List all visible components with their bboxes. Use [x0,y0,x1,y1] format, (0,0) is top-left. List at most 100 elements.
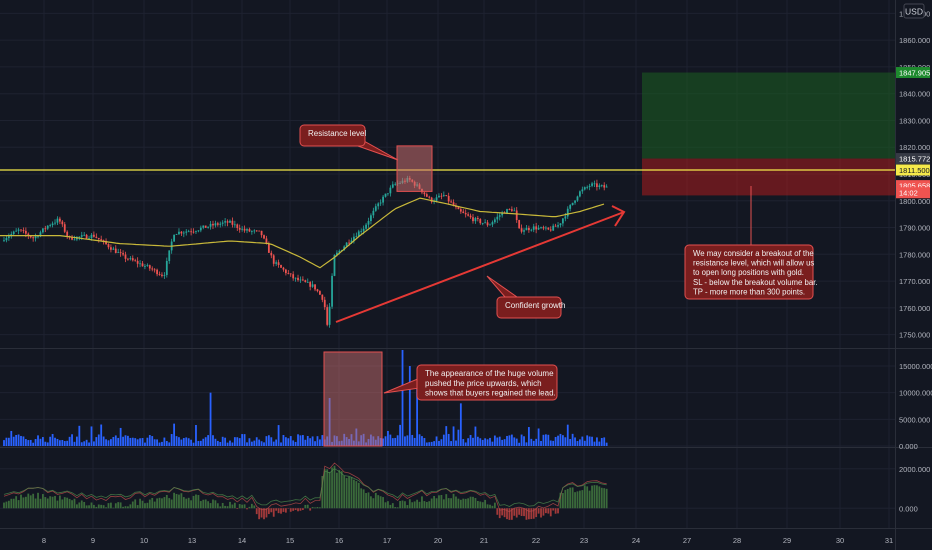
oscillator-bar [68,498,71,509]
oscillator-bar [566,488,569,509]
oscillator-bar [459,499,462,509]
breakout-callout-text-line: resistance level, which will allow us [693,259,814,268]
oscillator-bar [175,493,178,509]
candle-body [430,197,433,203]
candle-body [445,195,448,196]
volume-bar [267,435,270,446]
volume-bar [520,434,523,446]
price-label-bg [896,153,930,165]
volume-bar [83,441,86,446]
volume-bar [593,441,596,446]
volume-bar [88,442,90,446]
time-tick-label: 14 [238,536,246,545]
volume-tick-label: 0.000 [899,442,918,451]
oscillator-bar [182,497,185,509]
candle-body [350,240,353,243]
candle-body [71,236,73,240]
candle-body [506,209,508,214]
volume-bar [178,437,180,446]
time-tick-label: 13 [188,536,196,545]
candle-body [168,250,171,261]
oscillator-bar [44,497,47,509]
oscillator-bar [27,493,30,509]
volume-bar [102,436,105,446]
oscillator-bar [131,501,134,509]
candle-body [46,225,49,229]
oscillator-bar [430,498,433,509]
candle-body [345,242,348,247]
oscillator-bar [187,497,190,509]
volume-bar [214,438,217,446]
volume-bar [493,435,496,446]
oscillator-bar [229,501,231,509]
candle-body [576,196,579,201]
volume-bar [134,438,137,446]
volume-bar [586,435,589,446]
candle-body [161,274,163,276]
oscillator-bar [202,499,205,509]
volume-bar [175,436,178,446]
volume-bar [49,436,52,446]
candle-body [348,242,350,244]
volume-bar [292,440,295,446]
oscillator-bar [168,498,171,509]
oscillator-bar [321,475,324,509]
oscillator-bar [579,490,581,509]
volume-bar [319,439,321,446]
growth-callout: Confident growth [486,275,565,319]
oscillator-bar [66,497,69,509]
currency-badge[interactable]: USD [903,3,925,19]
oscillator-bar [520,508,523,516]
candle-body [61,221,64,225]
oscillator-bar [12,498,15,509]
candle-body [90,234,93,239]
candle-body [554,225,557,227]
candle-body [377,203,380,207]
candle-body [520,228,523,232]
oscillator-bar [491,505,494,509]
candle-body [144,266,146,267]
oscillator-bar [435,498,438,509]
oscillator-bar [250,503,253,509]
oscillator-bar [263,508,265,520]
oscillator-bar [136,505,139,509]
candle-body [148,265,151,269]
oscillator-bar [299,508,302,511]
volume-bar [27,440,30,446]
time-tick-label: 9 [91,536,95,545]
oscillator-bar [270,508,273,513]
candle-body [95,236,98,238]
volume-bar [486,439,489,446]
oscillator-bar [481,502,484,509]
candle-body [484,222,487,224]
volume-bar [481,439,484,446]
candle-body [391,184,394,188]
oscillator-bar [85,505,88,509]
volume-bar [404,436,406,446]
oscillator-bar [569,487,572,509]
growth-callout-box [496,296,562,319]
oscillator-bar [148,499,151,509]
oscillator-bar [236,508,239,509]
oscillator-bar [513,508,516,516]
candle-body [173,234,175,242]
candle-body [333,254,336,276]
volume-bar [387,430,389,446]
oscillator-bar [562,493,564,509]
candle-body [338,250,341,253]
volume-bar [122,436,124,446]
volume-bars [3,350,608,446]
candle-body [32,237,35,239]
candle-body [17,229,20,231]
candle-body [136,260,139,264]
volume-bar [423,438,426,446]
price-candles [3,175,608,328]
candle-body [562,218,564,224]
oscillator-bar [199,501,202,509]
oscillator-bar [486,504,489,509]
candle-body [221,222,224,224]
oscillator-bar [574,492,576,509]
oscillator-bar [411,502,414,509]
oscillator-bar [576,491,579,509]
